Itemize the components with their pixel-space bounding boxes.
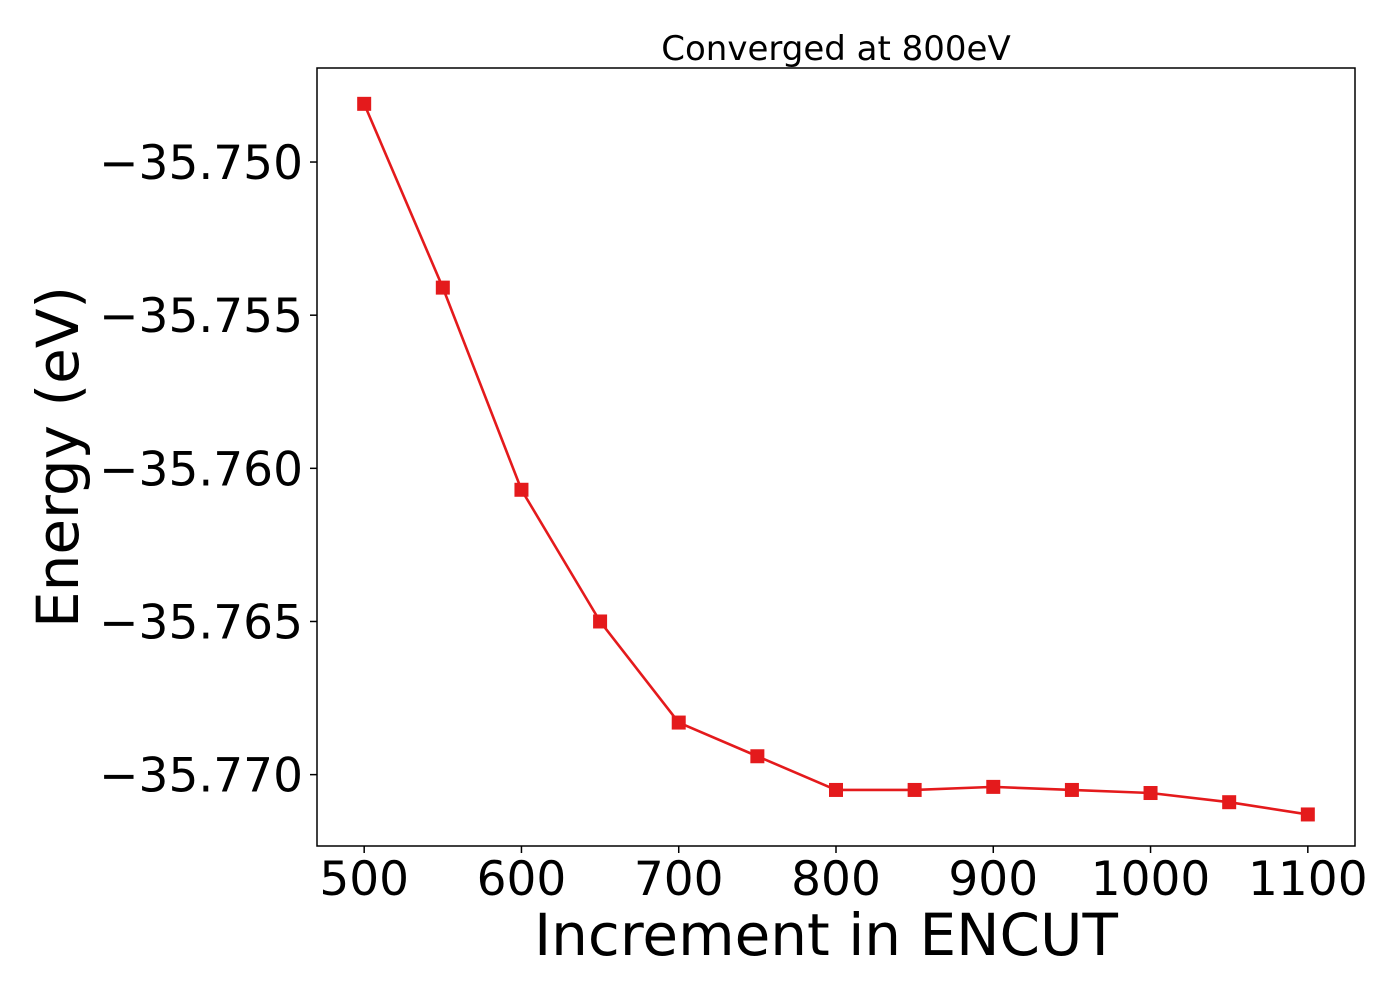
x-tick-label: 600 — [477, 852, 567, 907]
data-point — [1143, 786, 1158, 801]
data-point — [357, 96, 372, 111]
data-point — [1064, 782, 1079, 797]
y-tick-label: −35.765 — [99, 595, 303, 650]
y-tick-label: −35.750 — [99, 136, 303, 191]
x-axis: 500 600 700 800 900 1000 1100 — [319, 846, 1368, 907]
x-tick-label: 800 — [791, 852, 881, 907]
series-group — [357, 96, 1315, 822]
x-tick-label: 700 — [634, 852, 724, 907]
plot-frame — [316, 67, 1356, 847]
data-point — [593, 614, 608, 629]
data-point — [986, 779, 1001, 794]
y-axis: −35.750 −35.755 −35.760 −35.765 −35.770 — [99, 136, 317, 804]
data-point — [750, 749, 765, 764]
data-point — [671, 715, 686, 730]
x-tick-label: 1000 — [1091, 852, 1211, 907]
data-point — [435, 280, 450, 295]
x-tick-label: 900 — [948, 852, 1038, 907]
data-point — [514, 482, 529, 497]
series-line — [362, 103, 1309, 816]
data-point — [1300, 807, 1315, 822]
data-point — [1222, 795, 1237, 810]
y-tick-label: −35.760 — [99, 442, 303, 497]
chart-title: Converged at 800eV — [661, 29, 1010, 69]
data-point — [907, 782, 922, 797]
y-tick-label: −35.770 — [99, 749, 303, 804]
y-tick-label: −35.755 — [99, 289, 303, 344]
x-axis-label: Increment in ENCUT — [534, 901, 1118, 969]
x-tick-label: 500 — [319, 852, 409, 907]
data-point — [829, 782, 843, 797]
x-tick-label: 1100 — [1248, 852, 1368, 907]
y-axis-label: Energy (eV) — [24, 286, 92, 628]
